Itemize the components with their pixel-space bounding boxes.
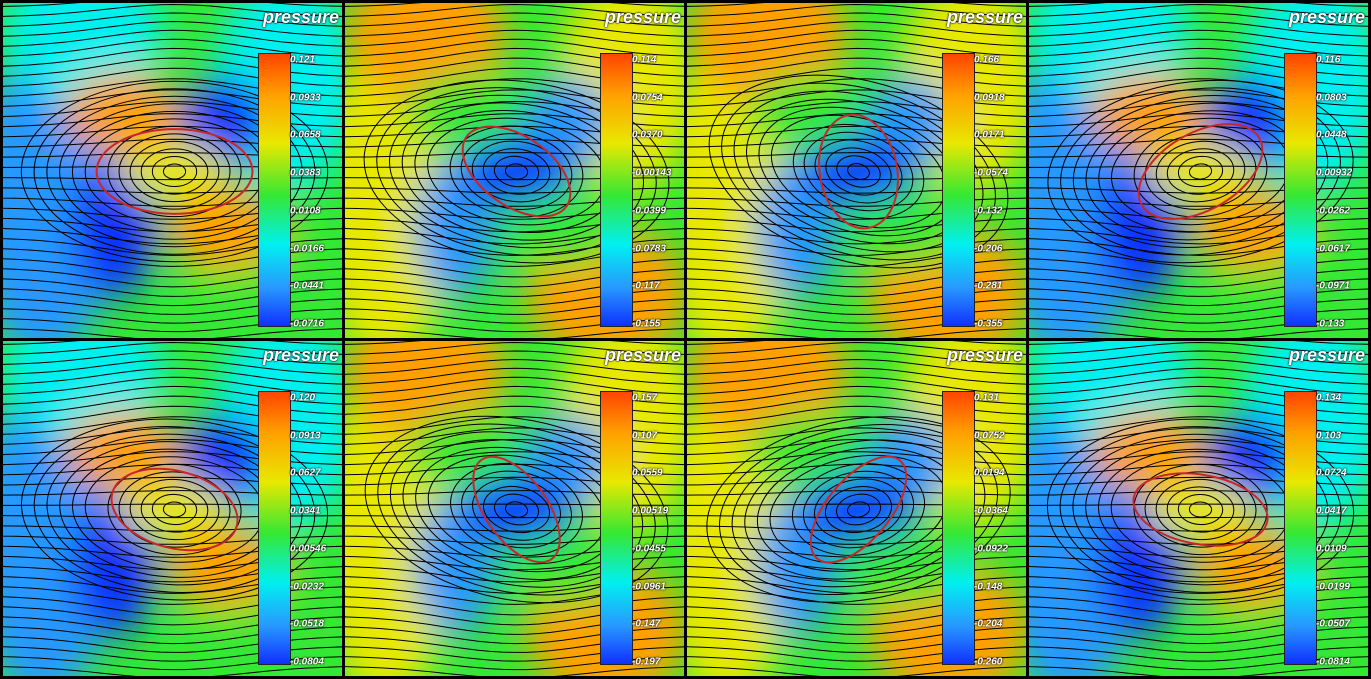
colorbar-tick-label: 0.0341: [290, 505, 321, 517]
colorbar-tick-label: 0.116: [1316, 54, 1341, 66]
colorbar-tick-label: -0.0971: [1316, 280, 1350, 292]
pressure-panel: pressure 0.134 0.103 0.0724 0.0417 0.0109 -0.0…: [1029, 341, 1368, 676]
colorbar-tick-label: -0.132: [974, 205, 1003, 217]
colorbar-tick-label: 0.0417: [1316, 505, 1347, 517]
colorbar-tick-label: 0.0752: [974, 430, 1005, 442]
colorbar-title: pressure: [946, 345, 1023, 365]
colorbar-title: pressure: [262, 7, 339, 27]
colorbar: [1284, 391, 1317, 665]
colorbar-tick-label: 0.0918: [974, 92, 1005, 104]
colorbar-tick-label: 0.103: [1316, 430, 1342, 442]
colorbar-tick-label: -0.0922: [974, 543, 1008, 555]
colorbar-tick-label: -0.0617: [1316, 243, 1350, 255]
interface-outline: [472, 455, 561, 564]
colorbar-tick-label: -0.133: [1316, 318, 1345, 330]
colorbar-tick-label: -0.0507: [1316, 618, 1350, 630]
colorbar-tick-label: -0.00143: [632, 167, 672, 179]
colorbar-tick-label: -0.204: [974, 618, 1003, 630]
colorbar-tick-label: -0.155: [632, 318, 661, 330]
colorbar-tick-label: 0.0559: [632, 467, 663, 479]
colorbar-tick-label: 0.131: [974, 392, 1000, 404]
colorbar-tick-label: 0.120: [290, 392, 316, 404]
interface-outline: [110, 467, 239, 552]
colorbar-tick-label: 0.0913: [290, 430, 321, 442]
pressure-panel: pressure 0.166 0.0918 0.0171 -0.0574 -0.132 -0…: [687, 3, 1026, 338]
colorbar-tick-label: -0.0455: [632, 543, 666, 555]
colorbar-tick-label: 0.134: [1316, 392, 1342, 404]
colorbar-tick-label: -0.0399: [632, 205, 666, 217]
colorbar-tick-label: 0.121: [290, 54, 316, 66]
colorbar-tick-label: 0.0171: [974, 129, 1005, 141]
colorbar-tick-label: 0.00519: [632, 505, 669, 517]
interface-outline: [461, 125, 572, 218]
pressure-panel: pressure 0.131 0.0752 0.0194 -0.0364 -0.0922 -…: [687, 341, 1026, 676]
interface-outline: [809, 455, 908, 564]
interface-outline: [1137, 123, 1264, 220]
colorbar-tick-label: -0.0716: [290, 318, 324, 330]
colorbar-tick-label: 0.0108: [290, 205, 321, 217]
colorbar-tick-label: 0.107: [632, 430, 658, 442]
colorbar-tick-label: 0.0448: [1316, 129, 1347, 141]
colorbar-tick-label: -0.206: [974, 243, 1003, 255]
colorbar-tick-label: 0.0658: [290, 129, 321, 141]
colorbar-tick-label: -0.148: [974, 581, 1003, 593]
colorbar-tick-label: 0.0109: [1316, 543, 1347, 555]
colorbar-tick-label: 0.0194: [974, 467, 1005, 479]
colorbar: [1284, 53, 1317, 327]
colorbar-tick-label: -0.0518: [290, 618, 324, 630]
colorbar-tick-label: 0.00932: [1316, 167, 1353, 179]
colorbar-tick-label: 0.0627: [290, 467, 321, 479]
colorbar-tick-label: -0.0166: [290, 243, 324, 255]
colorbar: [258, 53, 291, 327]
colorbar-title: pressure: [946, 7, 1023, 27]
pressure-panel: pressure 0.157 0.107 0.0559 0.00519 -0.0455 -0…: [345, 341, 684, 676]
interface-outline: [95, 128, 254, 215]
colorbar-tick-label: 0.0370: [632, 129, 663, 141]
pressure-panel: pressure 0.116 0.0803 0.0448 0.00932 -0.0262 -…: [1029, 3, 1368, 338]
colorbar-tick-label: -0.0199: [1316, 581, 1350, 593]
colorbar-tick-label: 0.0754: [632, 92, 663, 104]
colorbar: [942, 53, 975, 327]
colorbar-tick-label: -0.0804: [290, 656, 324, 668]
colorbar-tick-label: -0.147: [632, 618, 661, 630]
pressure-panel: pressure 0.121 0.0933 0.0658 0.0383 0.0108 -0.…: [3, 3, 342, 338]
colorbar: [600, 391, 633, 665]
colorbar-tick-label: -0.260: [974, 656, 1003, 668]
colorbar: [600, 53, 633, 327]
colorbar-tick-label: 0.0383: [290, 167, 321, 179]
colorbar-tick-label: -0.0364: [974, 505, 1008, 517]
pressure-panel: pressure 0.114 0.0754 0.0370 -0.00143 -0.0399…: [345, 3, 684, 338]
colorbar-title: pressure: [604, 345, 681, 365]
colorbar-tick-label: -0.0574: [974, 167, 1008, 179]
pressure-panel: pressure 0.120 0.0913 0.0627 0.0341 0.00546 -0…: [3, 341, 342, 676]
colorbar-title: pressure: [1288, 7, 1365, 27]
colorbar-title: pressure: [1288, 345, 1365, 365]
colorbar-tick-label: -0.0262: [1316, 205, 1350, 217]
colorbar-tick-label: -0.117: [632, 280, 660, 292]
colorbar-tick-label: -0.355: [974, 318, 1003, 330]
colorbar-tick-label: 0.00546: [290, 543, 327, 555]
colorbar-tick-label: 0.166: [974, 54, 1000, 66]
colorbar-tick-label: -0.0783: [632, 243, 666, 255]
colorbar-title: pressure: [262, 345, 339, 365]
colorbar-tick-label: -0.0232: [290, 581, 324, 593]
colorbar-tick-label: -0.197: [632, 656, 661, 668]
colorbar-tick-label: 0.157: [632, 392, 658, 404]
colorbar-tick-label: 0.0933: [290, 92, 321, 104]
colorbar-tick-label: 0.114: [632, 54, 657, 66]
colorbar-tick-label: 0.0803: [1316, 92, 1347, 104]
colorbar-tick-label: -0.281: [974, 280, 1003, 292]
colorbar-tick-label: -0.0961: [632, 581, 666, 593]
colorbar-tick-label: -0.0814: [1316, 656, 1350, 668]
colorbar-tick-label: -0.0441: [290, 280, 324, 292]
pressure-field-color-map: [1029, 3, 1368, 338]
colorbar: [942, 391, 975, 665]
interface-outline: [1132, 472, 1269, 547]
colorbar-tick-label: 0.0724: [1316, 467, 1347, 479]
interface-outline: [818, 113, 899, 230]
colorbar: [258, 391, 291, 665]
colorbar-title: pressure: [604, 7, 681, 27]
